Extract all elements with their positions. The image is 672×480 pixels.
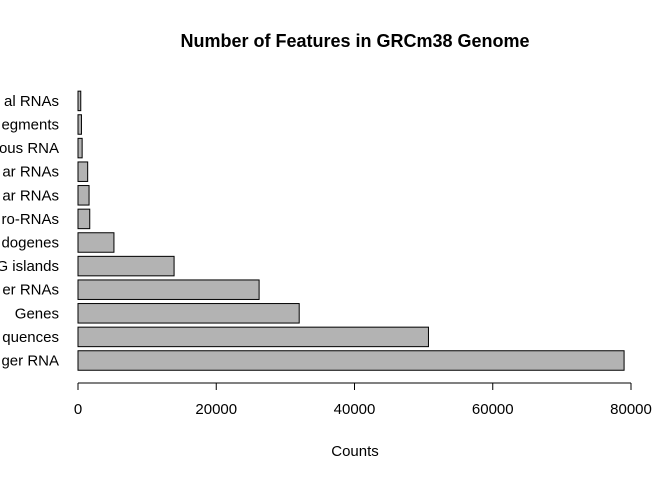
bar-2 xyxy=(77,303,300,324)
bar-6 xyxy=(77,208,91,230)
category-label-11: al RNAs xyxy=(4,93,59,110)
category-label-5: dogenes xyxy=(1,235,59,252)
bar-11 xyxy=(77,90,82,112)
category-label-3: er RNAs xyxy=(2,282,59,299)
x-axis: 0 20000 40000 60000 80000 xyxy=(74,382,652,418)
category-label-8: ar RNAs xyxy=(2,164,59,181)
category-label-4: G islands xyxy=(0,258,59,275)
x-tick-label-2: 40000 xyxy=(334,401,376,418)
bars-group xyxy=(77,90,625,371)
bar-9 xyxy=(77,137,83,159)
category-label-7: ar RNAs xyxy=(2,187,59,204)
x-tick-label-3: 60000 xyxy=(472,401,514,418)
category-labels-group: ger RNA quences Genes er RNAs G islands dogen… xyxy=(0,93,59,370)
category-label-6: ro-RNAs xyxy=(1,211,59,228)
bar-5 xyxy=(77,232,115,253)
category-label-1: quences xyxy=(2,329,59,346)
category-label-2: Genes xyxy=(15,305,59,322)
category-label-10: egments xyxy=(1,117,59,134)
bar-0 xyxy=(77,350,625,371)
x-tick-label-1: 20000 xyxy=(195,401,237,418)
x-tick-label-0: 0 xyxy=(74,401,82,418)
category-label-9: ous RNA xyxy=(0,140,59,157)
bar-3 xyxy=(77,279,260,300)
category-label-0: ger RNA xyxy=(1,353,59,370)
bar-1 xyxy=(77,326,429,348)
bar-8 xyxy=(77,161,89,182)
bar-4 xyxy=(77,255,175,277)
bar-7 xyxy=(77,185,90,206)
chart-title: Number of Features in GRCm38 Genome xyxy=(180,31,529,51)
bar-10 xyxy=(77,114,82,135)
x-axis-title: Counts xyxy=(331,443,379,460)
x-tick-label-4: 80000 xyxy=(610,401,652,418)
